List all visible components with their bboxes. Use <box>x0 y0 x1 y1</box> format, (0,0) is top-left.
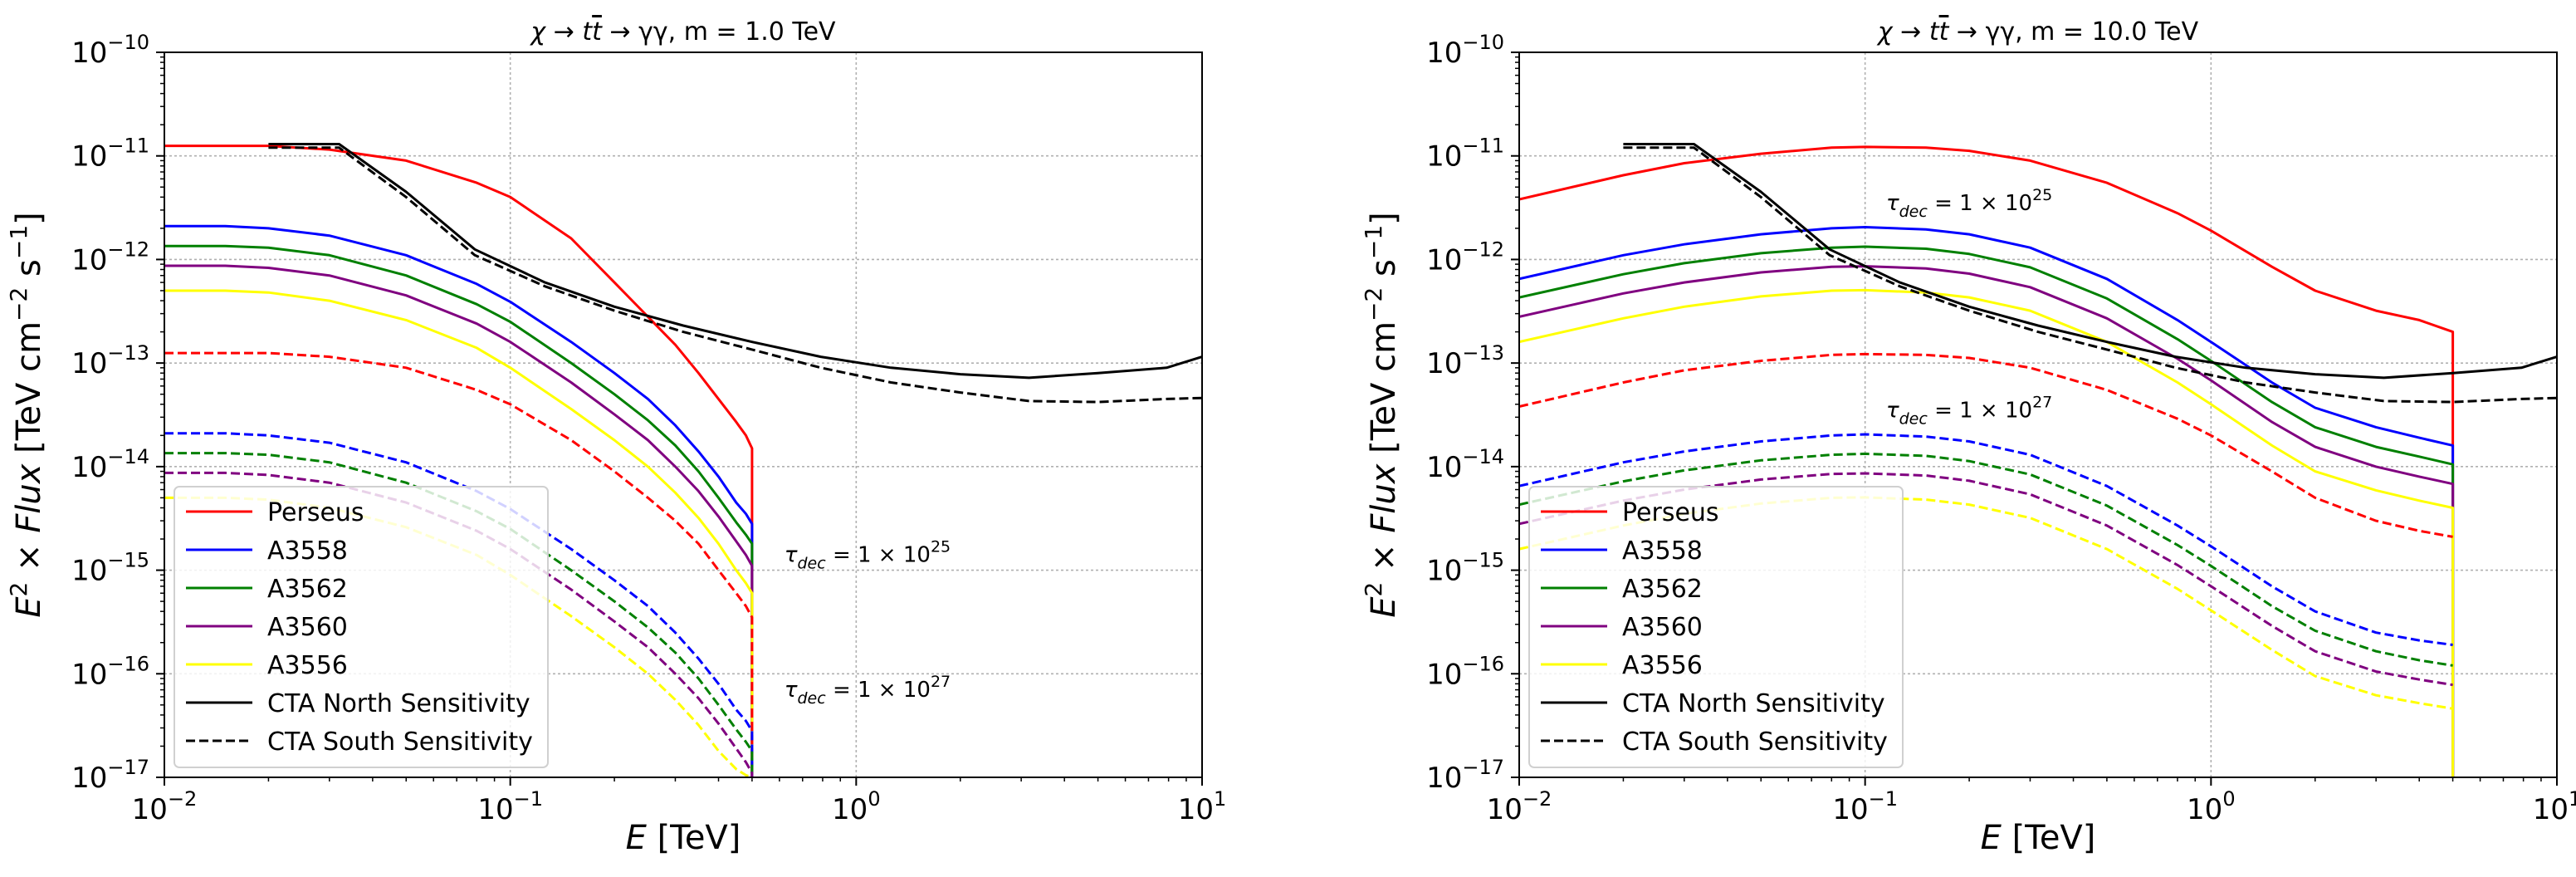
x-tick-label: 100 <box>2187 787 2236 826</box>
series-line-a3556-solid <box>1519 288 2455 777</box>
legend-label: A3562 <box>267 575 348 604</box>
x-tick-label: 100 <box>832 787 881 826</box>
y-tick-label: 10−13 <box>71 341 149 380</box>
y-tick-label: 10−11 <box>1426 135 1504 174</box>
y-tick-label: 10−17 <box>1426 756 1504 795</box>
legend-box <box>174 486 549 768</box>
legend-label: A3556 <box>267 651 348 680</box>
series-line-a3560-dashed <box>1519 472 2453 687</box>
legend-label: CTA South Sensitivity <box>267 728 533 757</box>
series-line-a3558-dashed <box>1519 433 2453 646</box>
y-axis-label: E2 × Flux [TeV cm−2 s−1] <box>1360 212 1403 618</box>
ticks <box>1511 51 2558 786</box>
y-tick-label: 10−16 <box>1426 652 1504 691</box>
y-tick-label: 10−12 <box>71 238 149 277</box>
y-tick-label: 10−10 <box>71 31 149 70</box>
legend: Perseus A3558 A3562 A3560 A3556 CTA North Sen… <box>1528 486 1904 768</box>
legend-label: CTA South Sensitivity <box>1622 728 1888 757</box>
y-tick-label: 10−15 <box>1426 549 1504 588</box>
series-line-a3560-solid <box>1519 265 2455 777</box>
series-line-a3558-dashed <box>164 432 754 777</box>
y-tick-label: 10−10 <box>1426 31 1504 70</box>
series-line-a3560-solid <box>164 264 754 777</box>
y-axis-label: E2 × Flux [TeV cm−2 s−1] <box>5 212 48 618</box>
series-line-a3558-solid <box>164 224 754 777</box>
tau-annotation: τdec = 1 × 1025 <box>785 538 951 573</box>
tau-annotation: τdec = 1 × 1025 <box>1886 186 2052 221</box>
legend: Perseus A3558 A3562 A3560 A3556 CTA North Sen… <box>174 486 549 768</box>
series-line-a3562-dashed <box>164 452 754 777</box>
series-line-perseus-solid <box>164 145 754 777</box>
axes-frame <box>164 51 1203 778</box>
legend-label: A3558 <box>1622 536 1703 566</box>
legend-label: Perseus <box>1622 498 1719 527</box>
legend-label: A3562 <box>1622 575 1703 604</box>
x-tick-label: 10−2 <box>132 787 198 826</box>
series-line-a3560-dashed <box>164 471 754 777</box>
y-tick-label: 10−14 <box>1426 445 1504 484</box>
y-tick-label: 10−13 <box>1426 341 1504 380</box>
y-tick-label: 10−11 <box>71 135 149 174</box>
axes-frame <box>1518 51 2558 778</box>
tau-annotation: τdec = 1 × 1027 <box>1886 393 2052 428</box>
series-line-cta-south-sensitivity-dashed <box>268 146 1202 404</box>
x-tick-label: 10−2 <box>1487 787 1552 826</box>
y-tick-label: 10−12 <box>1426 238 1504 277</box>
series-line-cta-north-sensitivity-solid <box>1623 143 2557 380</box>
x-tick-label: 101 <box>1178 787 1227 826</box>
series-line-a3558-solid <box>1519 226 2455 777</box>
series-line-a3562-solid <box>164 244 754 777</box>
y-tick-label: 10−14 <box>71 445 149 484</box>
x-tick-label: 10−1 <box>1832 787 1898 826</box>
y-tick-label: 10−15 <box>71 549 149 588</box>
legend-label: CTA North Sensitivity <box>267 689 530 718</box>
series-line-perseus-dashed <box>1519 352 2453 538</box>
y-tick-label: 10−16 <box>71 652 149 691</box>
series-line-a3562-solid <box>1519 245 2455 777</box>
legend-label: A3560 <box>267 613 348 642</box>
x-tick-label: 10−1 <box>477 787 543 826</box>
series-line-cta-south-sensitivity-dashed <box>1623 146 2557 404</box>
legend-label: Perseus <box>267 498 364 527</box>
ticks <box>156 51 1203 786</box>
x-tick-label: 101 <box>2533 787 2576 826</box>
legend-box <box>1528 486 1904 768</box>
legend-label: A3558 <box>267 536 348 566</box>
legend-label: CTA North Sensitivity <box>1622 689 1885 718</box>
series-lines <box>1519 143 2557 777</box>
x-axis-label: E [TeV] <box>1981 819 2096 857</box>
series-line-perseus-dashed <box>164 351 754 777</box>
chart-panel-2: 10−2 10−1 100 101 10−17 10−16 10−15 10−14 10−13 1… <box>1360 17 2576 857</box>
chart-panel-1: 10−2 10−1 100 101 10−17 10−16 10−15 10−14 10−13 1… <box>5 17 1226 857</box>
chart-title: χ → tt → γγ, m = 10.0 TeV <box>1876 17 2199 47</box>
chart-title: χ → tt → γγ, m = 1.0 TeV <box>529 17 836 47</box>
tau-annotation: τdec = 1 × 1027 <box>785 673 951 708</box>
legend-label: A3556 <box>1622 651 1703 680</box>
y-tick-label: 10−17 <box>71 756 149 795</box>
series-line-a3562-dashed <box>1519 452 2453 667</box>
series-line-perseus-solid <box>1519 145 2455 777</box>
x-axis-label: E [TeV] <box>626 819 741 857</box>
series-line-cta-north-sensitivity-solid <box>268 143 1202 380</box>
legend-label: A3560 <box>1622 613 1703 642</box>
series-line-a3556-solid <box>164 289 754 777</box>
